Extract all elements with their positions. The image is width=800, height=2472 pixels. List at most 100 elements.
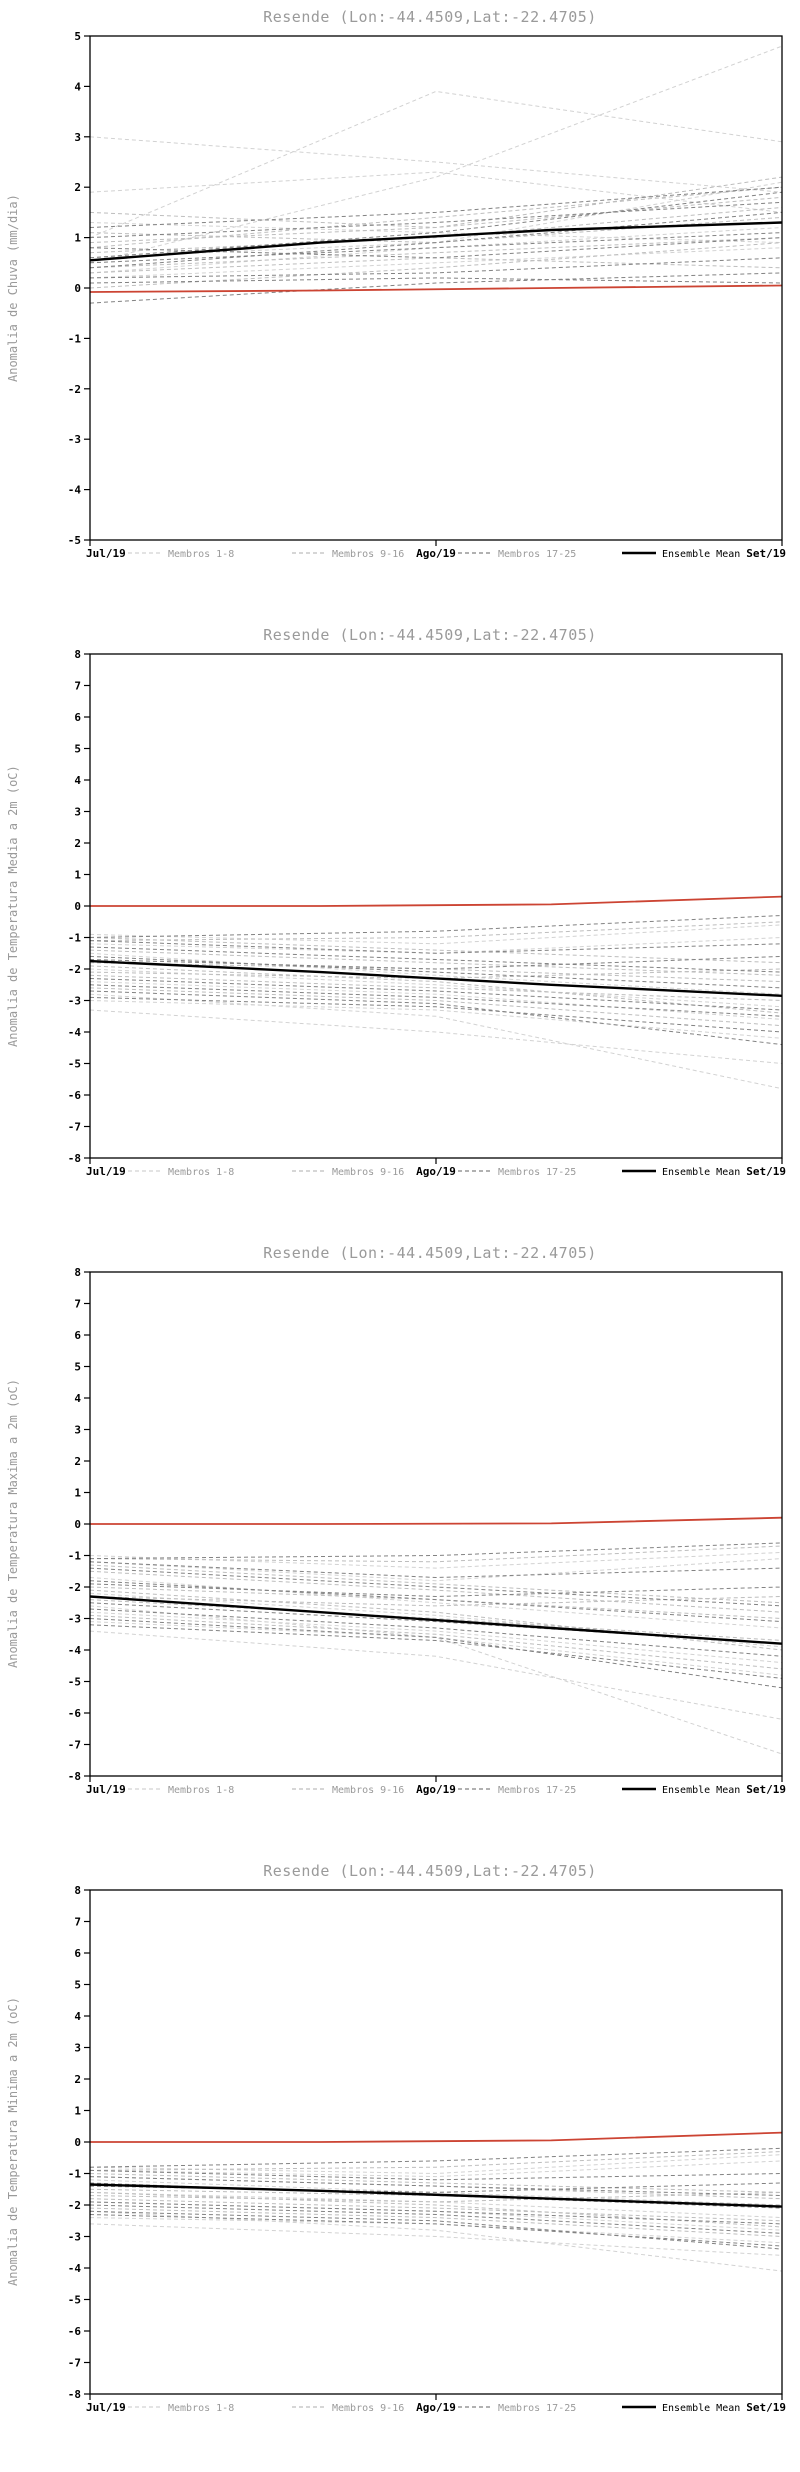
svg-text:-7: -7 — [68, 1121, 81, 1134]
svg-text:-8: -8 — [68, 1152, 81, 1165]
svg-text:5: 5 — [74, 743, 81, 756]
svg-text:2: 2 — [74, 181, 81, 194]
svg-text:-2: -2 — [68, 1581, 81, 1594]
svg-text:Jul/19: Jul/19 — [86, 547, 126, 560]
svg-text:Membros 17-25: Membros 17-25 — [498, 1167, 576, 1178]
svg-text:4: 4 — [74, 2010, 81, 2023]
svg-text:2: 2 — [74, 1455, 81, 1468]
svg-text:8: 8 — [74, 1266, 81, 1279]
svg-text:0: 0 — [74, 282, 81, 295]
svg-text:Ensemble Mean: Ensemble Mean — [662, 549, 740, 560]
svg-text:-4: -4 — [68, 1644, 82, 1657]
svg-text:-2: -2 — [68, 383, 81, 396]
plot-area: -8 -7 -6 -5 -4 -3 -2 -1 0 1 2 3 4 5 6 7 8 Jul/19 Ago/19 Set… — [68, 648, 786, 1178]
svg-text:Ensemble Mean: Ensemble Mean — [662, 2403, 740, 2414]
svg-text:7: 7 — [74, 680, 81, 693]
svg-text:-2: -2 — [68, 963, 81, 976]
chart-title: Resende (Lon:-44.4509,Lat:-22.4705) — [263, 8, 597, 26]
svg-text:6: 6 — [74, 711, 81, 724]
svg-text:Set/19: Set/19 — [746, 1783, 786, 1796]
svg-text:-3: -3 — [68, 2231, 81, 2244]
svg-text:1: 1 — [74, 232, 81, 245]
svg-text:5: 5 — [74, 30, 81, 43]
svg-text:3: 3 — [74, 1424, 81, 1437]
svg-text:6: 6 — [74, 1329, 81, 1342]
svg-text:-3: -3 — [68, 1613, 81, 1626]
svg-text:4: 4 — [74, 774, 81, 787]
svg-text:Membros 1-8: Membros 1-8 — [168, 1167, 234, 1178]
svg-text:0: 0 — [74, 900, 81, 913]
svg-text:Membros 9-16: Membros 9-16 — [332, 2403, 404, 2414]
svg-text:-3: -3 — [68, 433, 81, 446]
svg-text:Jul/19: Jul/19 — [86, 1165, 126, 1178]
svg-text:Membros 1-8: Membros 1-8 — [168, 549, 234, 560]
svg-text:Ensemble Mean: Ensemble Mean — [662, 1785, 740, 1796]
svg-text:-1: -1 — [68, 1550, 82, 1563]
svg-text:-1: -1 — [68, 2168, 82, 2181]
svg-text:-5: -5 — [68, 2294, 81, 2307]
svg-text:3: 3 — [74, 131, 81, 144]
plot-area: -8 -7 -6 -5 -4 -3 -2 -1 0 1 2 3 4 5 6 7 8 Jul/19 Ago/19 Set… — [68, 1884, 786, 2414]
svg-text:-5: -5 — [68, 534, 81, 547]
svg-text:8: 8 — [74, 1884, 81, 1897]
svg-text:Membros 9-16: Membros 9-16 — [332, 549, 404, 560]
plot-area: -5 -4 -3 -2 -1 0 1 2 3 4 5 Jul/19 Ago/19 Set/19 Membro… — [68, 30, 786, 560]
chart-panel-temp-min-anomaly: Resende (Lon:-44.4509,Lat:-22.4705) Anom… — [0, 1854, 800, 2472]
svg-text:Jul/19: Jul/19 — [86, 1783, 126, 1796]
svg-text:Membros 17-25: Membros 17-25 — [498, 2403, 576, 2414]
svg-text:-1: -1 — [68, 932, 82, 945]
plot-area: -8 -7 -6 -5 -4 -3 -2 -1 0 1 2 3 4 5 6 7 8 Jul/19 Ago/19 Set… — [68, 1266, 786, 1796]
svg-text:3: 3 — [74, 806, 81, 819]
svg-text:-6: -6 — [68, 2325, 82, 2338]
svg-text:Set/19: Set/19 — [746, 547, 786, 560]
svg-text:7: 7 — [74, 1916, 81, 1929]
svg-text:6: 6 — [74, 1947, 81, 1960]
svg-text:Membros 9-16: Membros 9-16 — [332, 1167, 404, 1178]
chart-panel-temp-mean-anomaly: Resende (Lon:-44.4509,Lat:-22.4705) Anom… — [0, 618, 800, 1236]
svg-text:-7: -7 — [68, 2357, 81, 2370]
chart-panel-temp-max-anomaly: Resende (Lon:-44.4509,Lat:-22.4705) Anom… — [0, 1236, 800, 1854]
svg-text:1: 1 — [74, 869, 81, 882]
svg-text:2: 2 — [74, 2073, 81, 2086]
svg-text:-8: -8 — [68, 2388, 81, 2401]
svg-text:Membros 9-16: Membros 9-16 — [332, 1785, 404, 1796]
chart-title: Resende (Lon:-44.4509,Lat:-22.4705) — [263, 1244, 597, 1262]
svg-text:-5: -5 — [68, 1058, 81, 1071]
svg-text:Membros 17-25: Membros 17-25 — [498, 1785, 576, 1796]
svg-text:Membros 17-25: Membros 17-25 — [498, 549, 576, 560]
chart-panel-rain-anomaly: Resende (Lon:-44.4509,Lat:-22.4705) Anom… — [0, 0, 800, 618]
svg-text:4: 4 — [74, 80, 81, 93]
svg-text:-8: -8 — [68, 1770, 81, 1783]
svg-text:Set/19: Set/19 — [746, 1165, 786, 1178]
svg-text:Ago/19: Ago/19 — [416, 2401, 456, 2414]
svg-text:Ago/19: Ago/19 — [416, 1783, 456, 1796]
svg-text:0: 0 — [74, 2136, 81, 2149]
svg-text:Jul/19: Jul/19 — [86, 2401, 126, 2414]
chart-title: Resende (Lon:-44.4509,Lat:-22.4705) — [263, 626, 597, 644]
svg-text:Ago/19: Ago/19 — [416, 547, 456, 560]
svg-text:-4: -4 — [68, 1026, 82, 1039]
svg-text:0: 0 — [74, 1518, 81, 1531]
svg-text:-5: -5 — [68, 1676, 81, 1689]
svg-text:Membros 1-8: Membros 1-8 — [168, 2403, 234, 2414]
svg-text:-1: -1 — [68, 332, 82, 345]
svg-text:-4: -4 — [68, 2262, 82, 2275]
svg-text:-7: -7 — [68, 1739, 81, 1752]
svg-text:2: 2 — [74, 837, 81, 850]
svg-text:3: 3 — [74, 2042, 81, 2055]
svg-text:-4: -4 — [68, 484, 82, 497]
svg-text:-6: -6 — [68, 1707, 82, 1720]
svg-text:1: 1 — [74, 2105, 81, 2118]
svg-text:Set/19: Set/19 — [746, 2401, 786, 2414]
svg-text:Ensemble Mean: Ensemble Mean — [662, 1167, 740, 1178]
svg-text:8: 8 — [74, 648, 81, 661]
svg-text:1: 1 — [74, 1487, 81, 1500]
chart-title: Resende (Lon:-44.4509,Lat:-22.4705) — [263, 1862, 597, 1880]
svg-text:-2: -2 — [68, 2199, 81, 2212]
svg-text:4: 4 — [74, 1392, 81, 1405]
svg-text:Membros 1-8: Membros 1-8 — [168, 1785, 234, 1796]
svg-text:-6: -6 — [68, 1089, 82, 1102]
svg-text:Ago/19: Ago/19 — [416, 1165, 456, 1178]
svg-text:5: 5 — [74, 1979, 81, 1992]
